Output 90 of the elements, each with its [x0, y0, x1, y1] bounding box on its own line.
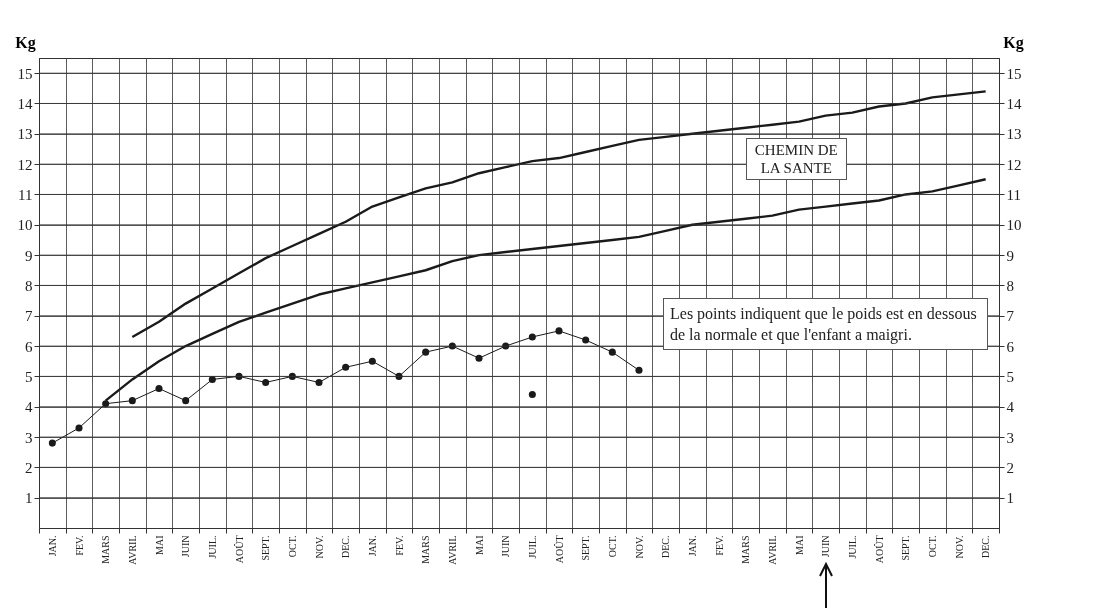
x-tick-label: AVRIL: [766, 535, 778, 565]
y2-tick-label: 9: [1006, 247, 1014, 264]
x-tick-label: MAI: [473, 535, 485, 555]
x-tick-label: MARS: [420, 535, 432, 564]
y-tick-label: 2: [25, 459, 33, 476]
y2-axis-title: Kg: [1003, 33, 1024, 52]
x-tick-label: JAN.: [686, 535, 698, 557]
annotation: CHEMIN DE LA SANTE: [745, 138, 847, 181]
x-tick-label: SEPT.: [260, 535, 272, 561]
point: [288, 372, 296, 380]
y-tick-label: 4: [25, 399, 33, 416]
x-tick-label: DEC.: [340, 535, 352, 558]
x-tick-label: JUIL.: [526, 535, 538, 559]
x-tick-label: DEC.: [660, 535, 672, 558]
point: [368, 357, 376, 365]
y-tick-label: 9: [25, 247, 33, 264]
point: [102, 400, 110, 408]
point: [422, 348, 430, 356]
x-tick-label: JUIN: [820, 535, 832, 558]
x-tick-label: FEV.: [393, 535, 405, 556]
y-axis-title: Kg: [15, 33, 36, 52]
x-tick-label: FEV.: [713, 535, 725, 556]
x-tick-label: JUIL.: [846, 535, 858, 559]
y-tick-label: 13: [17, 126, 33, 143]
x-tick-label: AOÛT: [553, 535, 565, 564]
point: [155, 384, 163, 393]
y2-tick-label: 2: [1006, 459, 1014, 476]
x-tick-label: JUIN: [500, 535, 512, 558]
x-tick-label: MARS: [100, 535, 112, 564]
x-tick-label: AVRIL: [446, 535, 458, 565]
x-tick-label: MAI: [793, 535, 805, 555]
point: [48, 439, 56, 447]
point: [528, 333, 536, 341]
x-tick-label: NOV.: [633, 535, 645, 559]
y-tick-label: 15: [17, 65, 33, 82]
y-tick-label: 7: [25, 308, 33, 325]
x-tick-label: MARS: [740, 535, 752, 564]
x-tick-label: AOÛT: [873, 535, 885, 564]
y-tick-label: 10: [17, 217, 33, 234]
y2-tick-label: 6: [1006, 338, 1015, 355]
x-tick-label: JAN.: [366, 535, 378, 557]
y2-tick-label: 12: [1006, 156, 1022, 173]
x-tick-label: FEV.: [73, 535, 85, 556]
y2-tick-label: 4: [1006, 399, 1015, 416]
y-tick-label: 5: [25, 368, 33, 385]
y2-tick-label: 11: [1006, 186, 1021, 203]
y2-tick-label: 1: [1006, 490, 1014, 507]
x-tick-label: NOV.: [953, 535, 965, 559]
x-tick-label: SEPT.: [900, 535, 912, 561]
x-tick-label: JAN.: [46, 535, 58, 557]
x-tick-label: AOÛT: [233, 535, 245, 564]
x-tick-label: OCT.: [286, 535, 298, 558]
x-tick-label: AVRIL: [126, 535, 138, 565]
y-tick-label: 6: [25, 338, 33, 355]
point: [342, 363, 350, 371]
y-tick-label: 11: [18, 186, 33, 203]
y-tick-label: 14: [17, 95, 33, 112]
x-tick-label: MAI: [153, 535, 165, 555]
y2-tick-label: 10: [1006, 217, 1022, 234]
annotation: Les points indiquent que le poids est en dessous de la normale et que l'enfant a maigri.: [663, 297, 989, 350]
point: [528, 391, 536, 399]
x-tick-label: OCT.: [606, 535, 618, 558]
y2-tick-label: 13: [1006, 126, 1022, 143]
y-tick-label: 8: [25, 277, 33, 294]
point: [315, 378, 323, 386]
y2-tick-label: 8: [1006, 277, 1014, 294]
y-tick-label: 3: [25, 429, 33, 446]
x-tick-label: OCT.: [926, 535, 938, 558]
y2-tick-label: 15: [1006, 65, 1022, 82]
point: [182, 397, 190, 405]
x-tick-label: SEPT.: [580, 535, 592, 561]
point: [475, 354, 483, 362]
point: [582, 336, 590, 344]
x-tick-label: JUIN: [180, 535, 192, 558]
y2-tick-label: 3: [1006, 429, 1014, 446]
point: [75, 424, 83, 432]
point: [208, 375, 216, 383]
y-tick-label: 12: [17, 156, 33, 173]
y2-tick-label: 5: [1006, 368, 1014, 385]
y2-tick-label: 14: [1006, 95, 1022, 112]
point: [128, 397, 136, 405]
point: [635, 366, 643, 374]
x-tick-label: DEC.: [980, 535, 992, 558]
y-tick-label: 1: [25, 490, 33, 507]
x-tick-label: NOV.: [313, 535, 325, 559]
point: [262, 378, 270, 386]
y2-tick-label: 7: [1006, 308, 1015, 325]
x-tick-label: JUIL.: [206, 535, 218, 559]
point: [555, 327, 563, 335]
point: [608, 348, 616, 356]
